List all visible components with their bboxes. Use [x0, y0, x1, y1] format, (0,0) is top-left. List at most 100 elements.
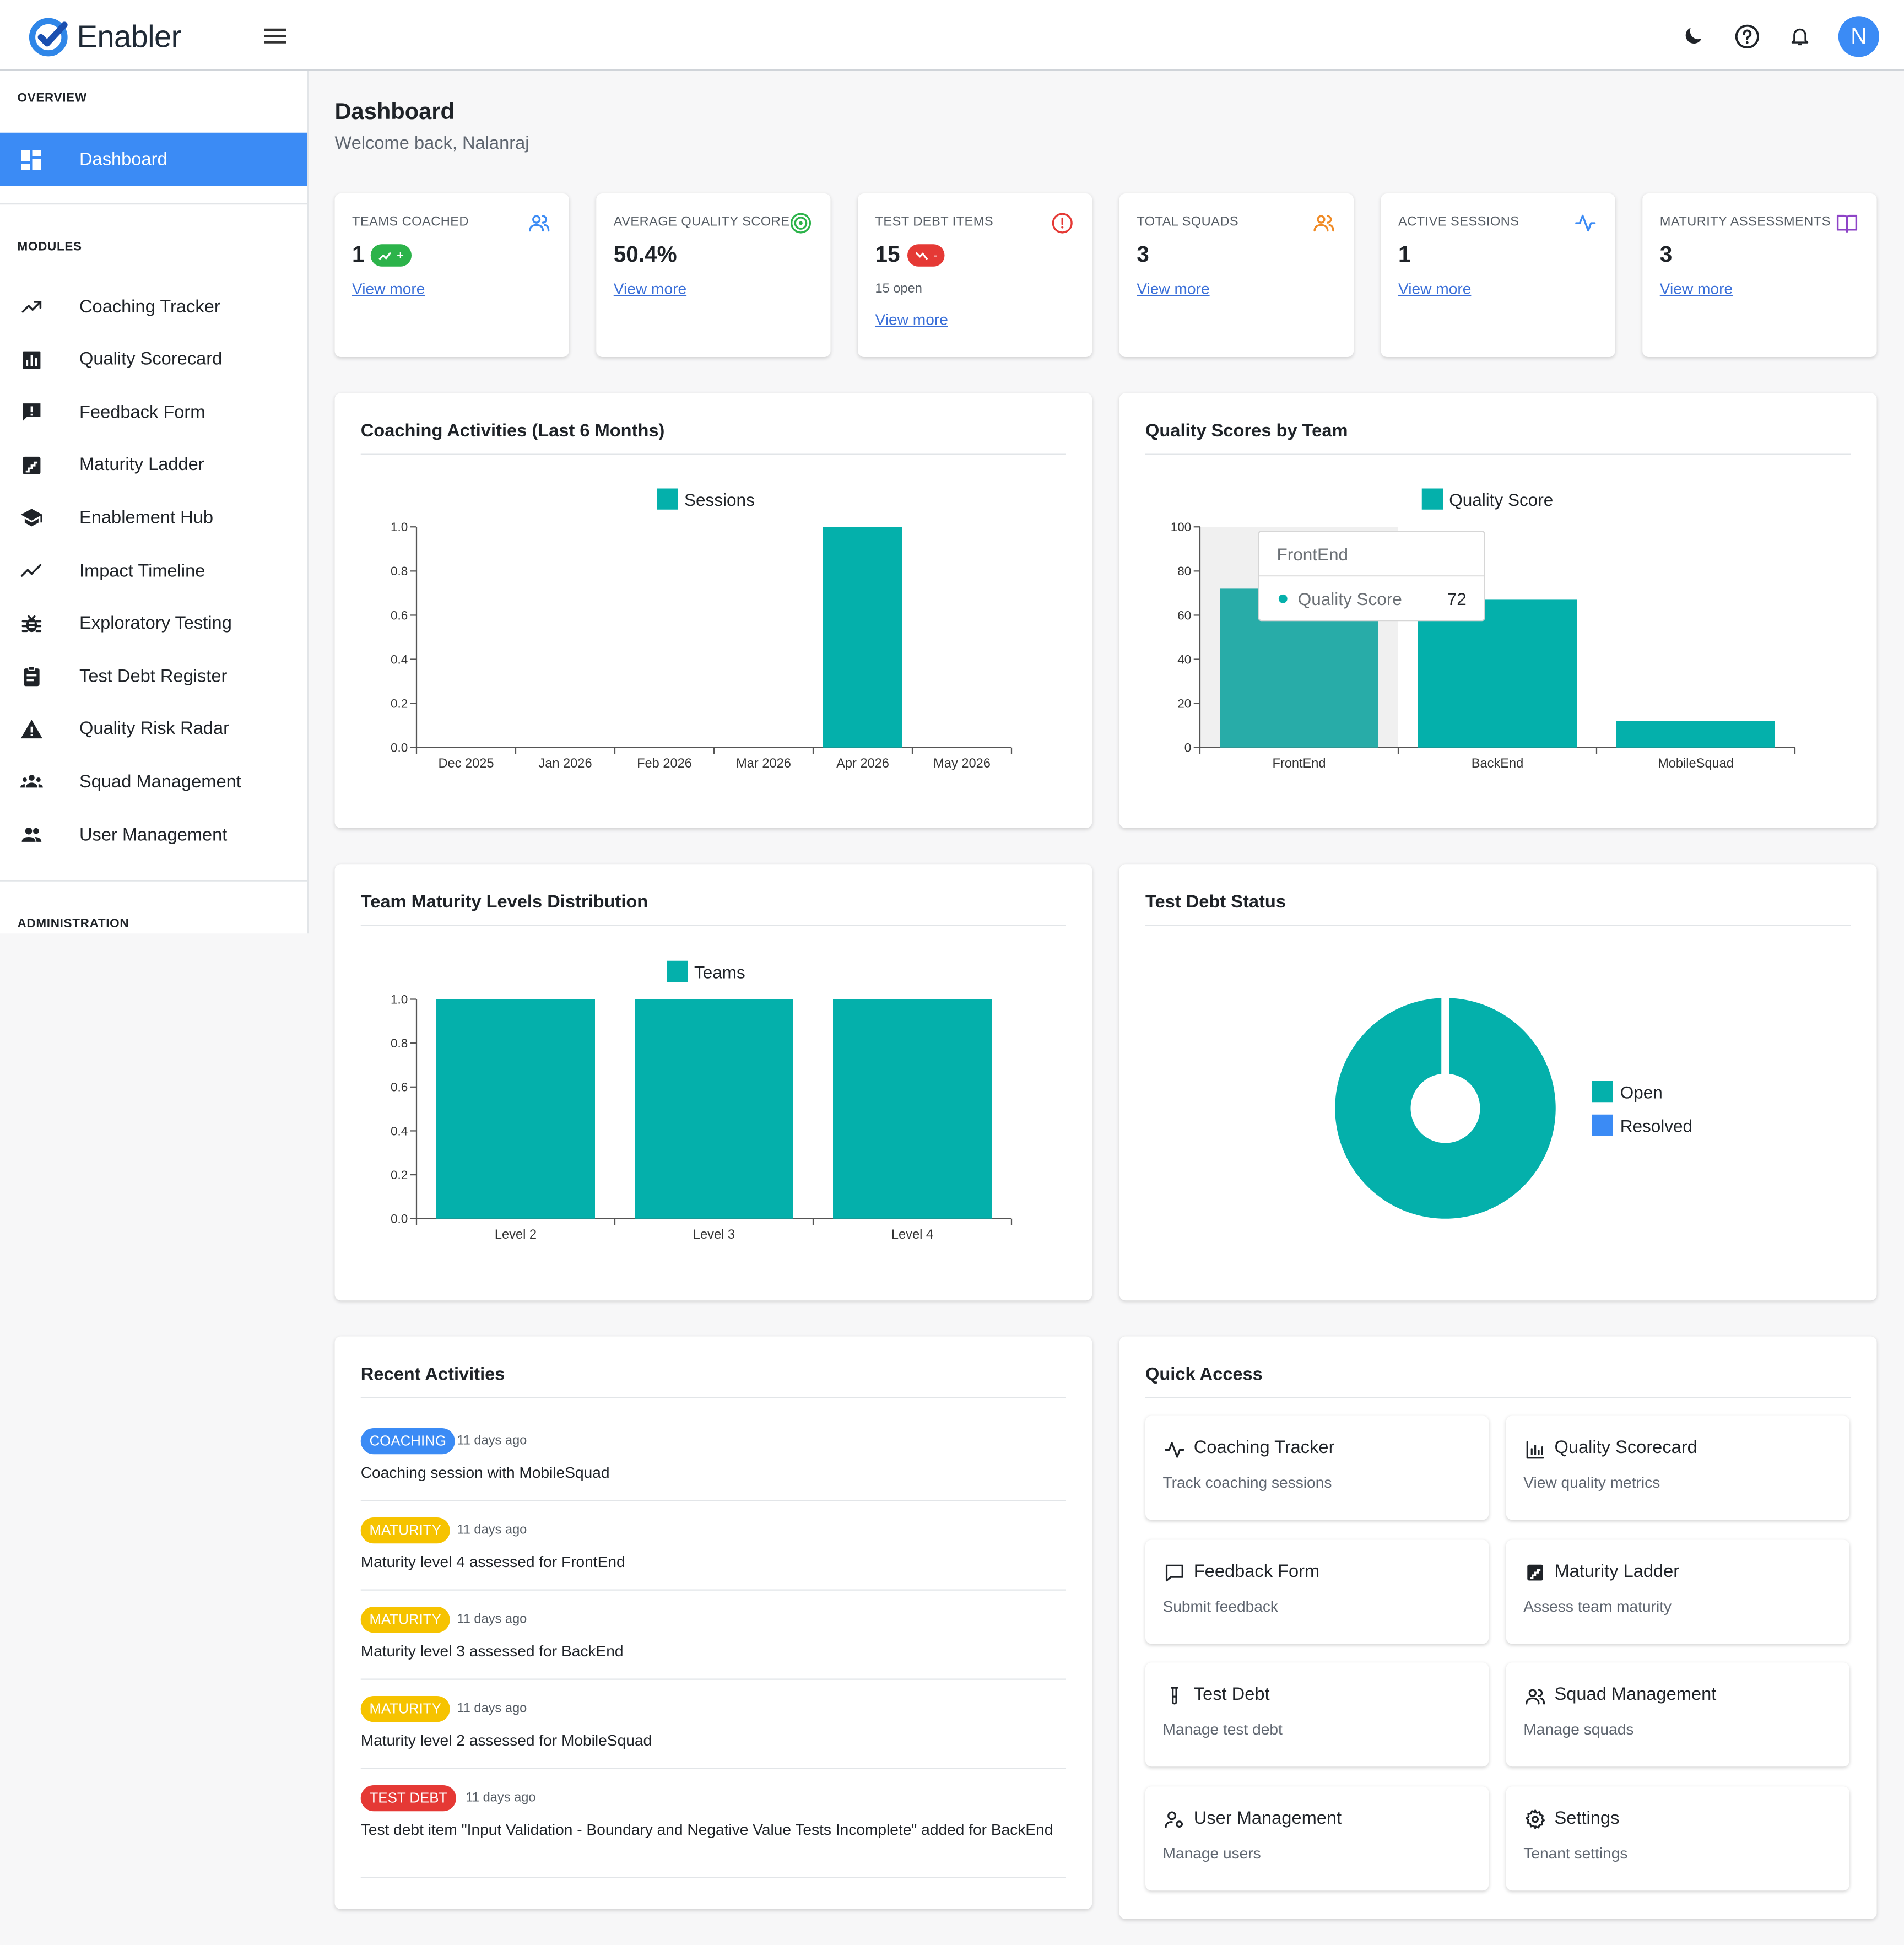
quick-access-settings[interactable]: Settings Tenant settings [1506, 1786, 1849, 1890]
page-subtitle: Welcome back, Nalanraj [334, 134, 529, 154]
y-tick-label: 0.4 [391, 652, 408, 666]
activity-icon [1573, 211, 1598, 236]
sidebar-item-squad-management[interactable]: Squad Management [0, 755, 307, 809]
sidebar-item-label: Squad Management [79, 772, 241, 792]
bar [436, 999, 595, 1219]
sidebar-item-label: Quality Risk Radar [79, 719, 229, 739]
bar [823, 527, 902, 748]
legend-swatch [667, 960, 688, 982]
view-more-link[interactable]: View more [1398, 280, 1472, 298]
quick-access-title: Coaching Tracker [1193, 1438, 1335, 1458]
quick-access-title: Maturity Ladder [1554, 1561, 1680, 1581]
sidebar-item-impact-timeline[interactable]: Impact Timeline [0, 544, 307, 598]
view-more-link[interactable]: View more [1659, 280, 1733, 298]
sidebar-item-exploratory-testing[interactable]: Exploratory Testing [0, 597, 307, 651]
bar [1418, 599, 1577, 748]
bar [833, 999, 992, 1219]
bar [1616, 721, 1775, 748]
quick-access-maturity-ladder[interactable]: Maturity Ladder Assess team maturity [1506, 1539, 1849, 1644]
stat-card-active-sessions: ACTIVE SESSIONS 1 View more [1381, 193, 1615, 357]
sidebar-item-enablement-hub[interactable]: Enablement Hub [0, 491, 307, 545]
view-more-link[interactable]: View more [875, 311, 948, 329]
tooltip-dot [1278, 594, 1288, 603]
chart-tooltip: FrontEnd Quality Score 72 [1258, 531, 1485, 622]
sidebar-item-quality-risk-radar[interactable]: Quality Risk Radar [0, 703, 307, 756]
sidebar-item-label: Quality Scorecard [79, 349, 223, 370]
sidebar-item-feedback-form[interactable]: Feedback Form [0, 386, 307, 439]
bell-icon [1791, 28, 1809, 46]
quick-access-quality-scorecard[interactable]: Quality Scorecard View quality metrics [1506, 1415, 1849, 1520]
sidebar-item-label: Test Debt Register [79, 666, 228, 687]
x-tick-label: Level 4 [891, 1228, 933, 1242]
y-tick-label: 60 [1177, 608, 1191, 622]
quick-access-panel: Quick Access Coaching Tracker Track coac… [1119, 1336, 1877, 1919]
activity-item: TEST DEBT 11 days ago Test debt item "In… [360, 1769, 1066, 1878]
sidebar-item-quality-scorecard[interactable]: Quality Scorecard [0, 333, 307, 386]
quick-access-squad-management[interactable]: Squad Management Manage squads [1506, 1662, 1849, 1767]
quick-access-subtitle: Tenant settings [1523, 1844, 1628, 1862]
sidebar-divider [0, 880, 307, 882]
quick-access-subtitle: Assess team maturity [1523, 1597, 1672, 1615]
legend-swatch [1592, 1114, 1613, 1136]
stat-value: 50.4% [613, 241, 677, 267]
quick-access-user-management[interactable]: User Management Manage users [1145, 1786, 1489, 1890]
y-tick-label: 0.2 [391, 697, 408, 711]
quick-access-test-debt[interactable]: Test Debt Manage test debt [1145, 1662, 1489, 1767]
maturity-levels-panel: Team Maturity Levels Distribution Teams 0… [334, 864, 1092, 1301]
sidebar-item-dashboard[interactable]: Dashboard [0, 132, 307, 186]
stat-card-test-debt-items: TEST DEBT ITEMS 15 - 15 open View more [858, 193, 1092, 357]
help-button[interactable] [1726, 15, 1768, 57]
theme-toggle-button[interactable] [1672, 15, 1714, 57]
sidebar-item-maturity-ladder[interactable]: Maturity Ladder [0, 439, 307, 492]
quick-access-subtitle: Manage squads [1523, 1721, 1634, 1738]
view-more-link[interactable]: View more [352, 280, 425, 298]
stat-value: 15 [875, 241, 900, 267]
sidebar-item-label: Feedback Form [79, 402, 205, 423]
coaching-activities-chart: Sessions 0.0 0.2 0.4 0.6 0.8 1.0 Dec 2025 Jan 20… [391, 488, 1013, 771]
quick-access-subtitle: Manage users [1162, 1844, 1261, 1862]
view-more-link[interactable]: View more [613, 280, 687, 298]
help-icon [1734, 24, 1759, 48]
x-tick-label: BackEnd [1472, 757, 1524, 771]
y-tick-label: 1.0 [391, 992, 408, 1006]
sidebar-section-overview: OVERVIEW [17, 91, 87, 106]
quick-access-subtitle: View quality metrics [1523, 1474, 1660, 1492]
app-header: Enabler N [0, 0, 1904, 71]
sidebar-divider [0, 203, 307, 205]
sidebar-item-test-debt-register[interactable]: Test Debt Register [0, 650, 307, 703]
menu-toggle-button[interactable] [262, 23, 289, 50]
panel-divider [1145, 453, 1851, 455]
sidebar-item-label: User Management [79, 825, 228, 845]
sidebar-item-user-management[interactable]: User Management [0, 808, 307, 862]
quality-scores-chart: Quality Score 0 20 40 60 80 100 FrontEnd BackEnd… [1171, 488, 1796, 771]
sidebar-item-coaching-tracker[interactable]: Coaching Tracker [0, 280, 307, 334]
app-logo[interactable]: Enabler [28, 15, 181, 60]
y-tick-label: 0.0 [391, 741, 408, 755]
stat-card-total-squads: TOTAL SQUADS 3 View more [1119, 193, 1354, 357]
x-tick-label: May 2026 [933, 757, 991, 771]
test-tube-icon [1163, 1685, 1186, 1708]
timeline-icon [18, 557, 45, 585]
stat-label: AVERAGE QUALITY SCORE [613, 214, 790, 230]
trend-badge: + [370, 244, 412, 267]
panel-title: Quality Scores by Team [1145, 422, 1348, 441]
quick-access-subtitle: Manage test debt [1162, 1721, 1283, 1738]
quick-access-feedback-form[interactable]: Feedback Form Submit feedback [1145, 1539, 1489, 1644]
panel-title: Coaching Activities (Last 6 Months) [360, 422, 665, 441]
user-avatar[interactable]: N [1838, 15, 1879, 57]
view-more-link[interactable]: View more [1137, 280, 1210, 298]
panel-title: Quick Access [1145, 1365, 1263, 1385]
legend-swatch [1421, 488, 1443, 510]
warning-icon [18, 716, 45, 743]
quick-access-coaching-tracker[interactable]: Coaching Tracker Track coaching sessions [1145, 1415, 1489, 1520]
x-tick-label: Feb 2026 [637, 757, 692, 771]
y-tick-label: 0.6 [391, 608, 408, 622]
page-title: Dashboard [334, 98, 455, 124]
y-tick-label: 0.4 [391, 1124, 408, 1138]
activity-time: 11 days ago [457, 1522, 527, 1537]
hamburger-icon [264, 28, 286, 44]
notifications-button[interactable] [1779, 15, 1821, 57]
message-square-icon [1163, 1562, 1186, 1584]
activity-item: MATURITY 11 days ago Maturity level 2 as… [360, 1680, 1066, 1769]
y-tick-label: 20 [1177, 697, 1191, 711]
